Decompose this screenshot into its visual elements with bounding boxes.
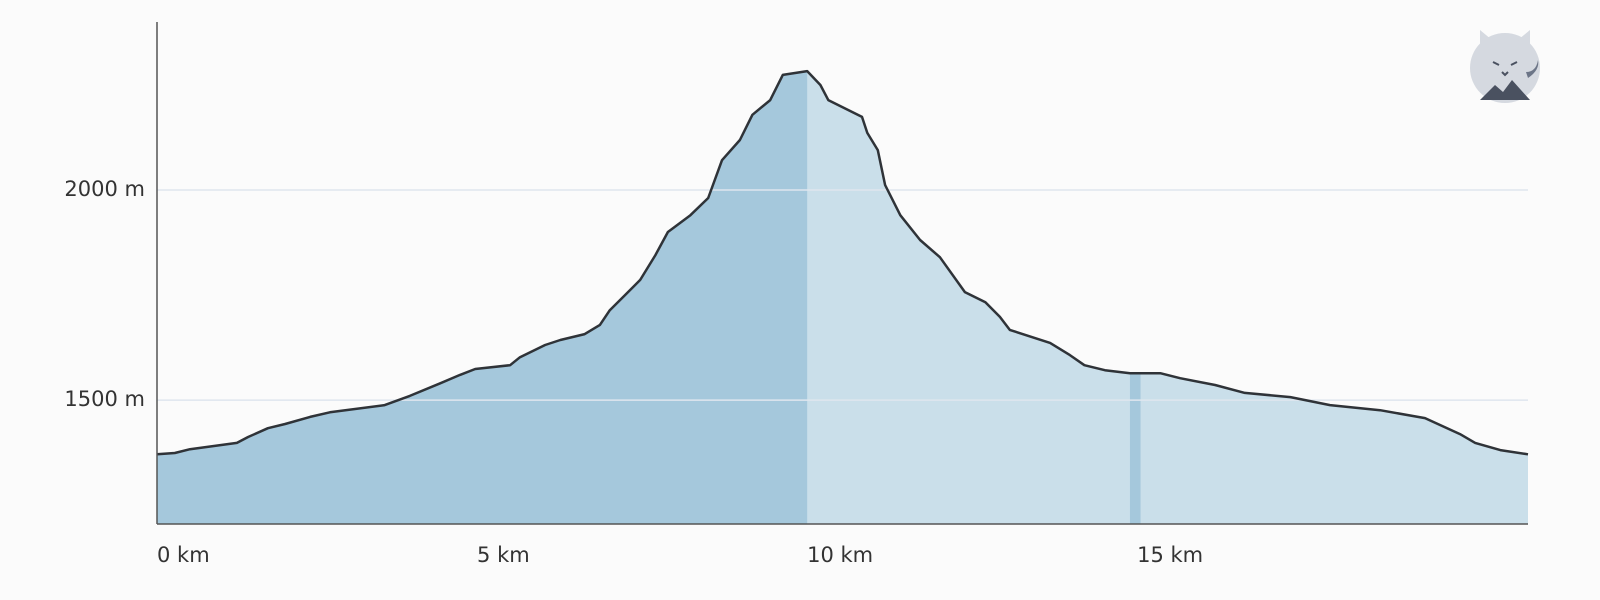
elevation-line xyxy=(156,69,1529,456)
logo xyxy=(1470,30,1540,103)
y-tick-label: 1500 m xyxy=(64,387,145,411)
x-tick-label: 0 km xyxy=(157,543,210,567)
x-tick-label: 5 km xyxy=(477,543,530,567)
x-tick-label: 10 km xyxy=(807,543,873,567)
y-tick-label: 2000 m xyxy=(64,177,145,201)
x-tick-label: 15 km xyxy=(1137,543,1203,567)
